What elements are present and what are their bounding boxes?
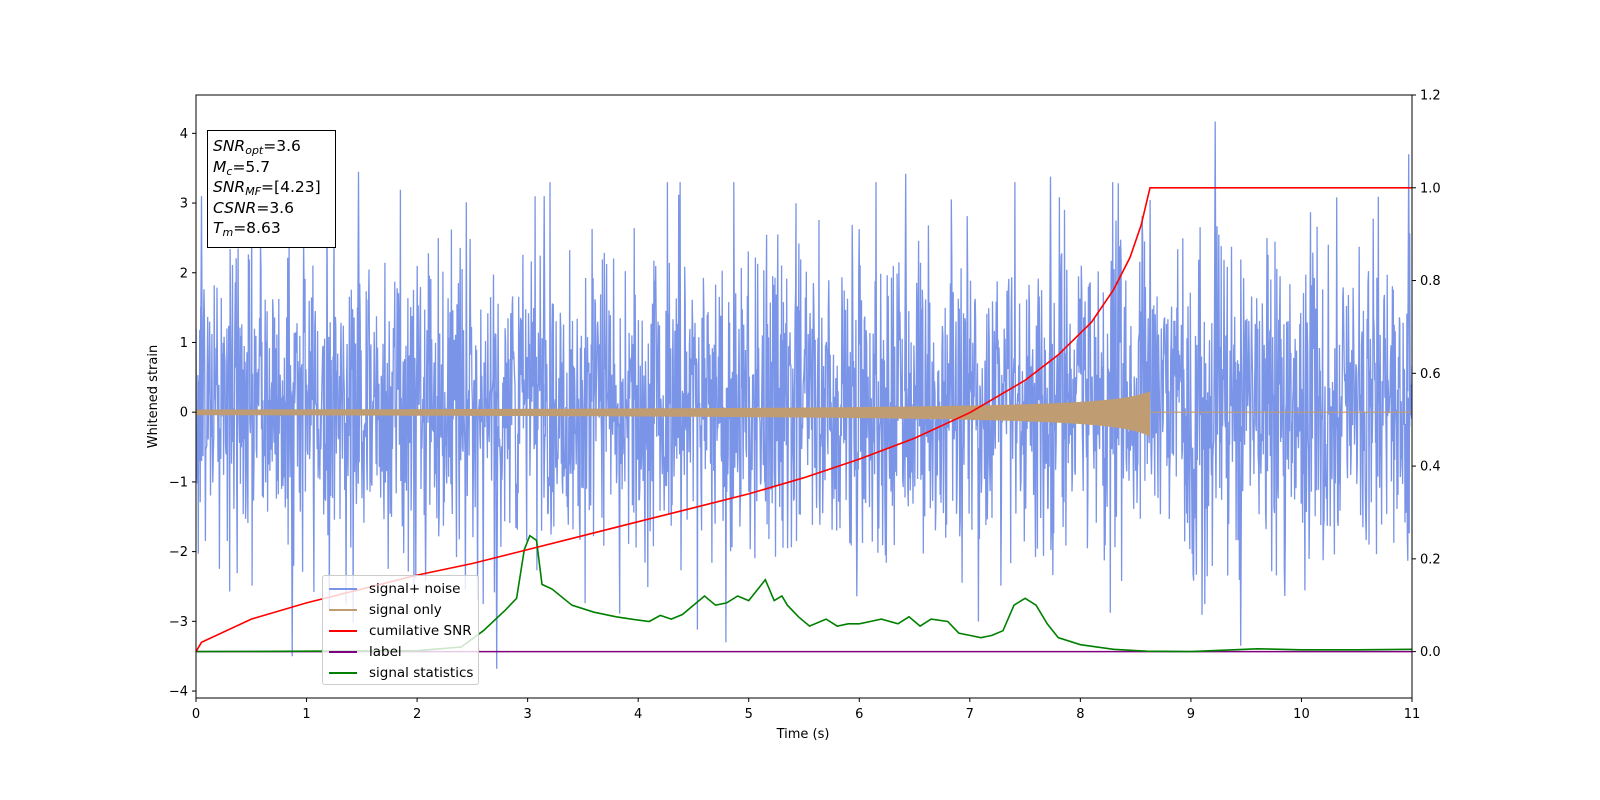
legend-swatch — [329, 609, 357, 612]
series-line-signal-statistics — [196, 534, 1412, 653]
x-tick-label: 7 — [966, 707, 974, 722]
x-tick-label: 8 — [1076, 707, 1084, 722]
y-axis-label: Whitened strain — [146, 345, 161, 448]
y-tick-label: 4 — [180, 127, 188, 142]
legend-entry-label: label — [329, 641, 478, 662]
x-tick-label: 10 — [1293, 707, 1310, 722]
y-tick-label: 3 — [180, 197, 188, 212]
y-right-tick-label: 0.2 — [1420, 552, 1441, 567]
x-tick-label: 4 — [634, 707, 642, 722]
y-tick-label: 0 — [180, 406, 188, 421]
snr-mf-row: SNRMF=[4.23] — [213, 178, 321, 198]
legend-swatch — [329, 650, 357, 653]
legend-entry-signal-statistics: signal statistics — [329, 662, 478, 683]
y-right-tick-label: 0.0 — [1420, 645, 1441, 660]
x-axis: 0 1 2 3 4 5 6 7 8 9 10 11 — [192, 698, 1420, 722]
chirp-mass-row: Mc=5.7 — [213, 157, 271, 178]
y-tick-label: 1 — [180, 336, 188, 351]
legend-entry-signal-only: signal only — [329, 600, 478, 621]
merger-time-row: Tm=8.63 — [213, 219, 281, 239]
y-tick-label: −3 — [169, 615, 188, 630]
csnr-row: CSNR=3.6 — [213, 198, 294, 217]
legend-entry-cumilative-snr: cumilative SNR — [329, 621, 478, 642]
series-line-signal-noise — [196, 121, 1412, 669]
x-tick-label: 6 — [855, 707, 863, 722]
y-tick-label: −2 — [169, 545, 188, 560]
x-axis-label: Time (s) — [776, 727, 830, 742]
y-tick-label: 2 — [180, 266, 188, 281]
y-axis-left: −4 −3 −2 −1 0 1 2 3 4 — [169, 127, 196, 700]
legend-swatch — [329, 629, 357, 632]
y-axis-right: 0.0 0.2 0.4 0.6 0.8 1.0 1.2 — [1412, 89, 1441, 660]
legend: signal+ noise signal only cumilative SNR… — [322, 575, 479, 685]
y-right-tick-label: 1.2 — [1420, 89, 1441, 104]
y-right-tick-label: 0.4 — [1420, 460, 1441, 475]
y-right-tick-label: 0.6 — [1420, 367, 1441, 382]
snr-opt-row: SNRopt=3.6 — [213, 137, 301, 157]
y-tick-label: −1 — [169, 475, 188, 490]
x-tick-label: 0 — [192, 707, 200, 722]
x-tick-label: 11 — [1404, 707, 1421, 722]
x-tick-label: 3 — [523, 707, 531, 722]
y-right-tick-label: 0.8 — [1420, 274, 1441, 289]
y-tick-label: −4 — [169, 685, 188, 700]
x-tick-label: 5 — [745, 707, 753, 722]
legend-swatch — [329, 588, 357, 591]
series-area-signal-only — [196, 391, 1150, 437]
legend-entry-signal-noise: signal+ noise — [329, 579, 478, 600]
x-tick-label: 9 — [1187, 707, 1195, 722]
plot-frame — [195, 94, 1413, 699]
legend-swatch — [329, 671, 357, 674]
x-tick-label: 2 — [413, 707, 421, 722]
parameter-box: SNRopt=3.6 Mc=5.7 SNRMF=[4.23] CSNR=3.6 … — [207, 130, 336, 248]
x-tick-label: 1 — [302, 707, 310, 722]
y-right-tick-label: 1.0 — [1420, 181, 1441, 196]
